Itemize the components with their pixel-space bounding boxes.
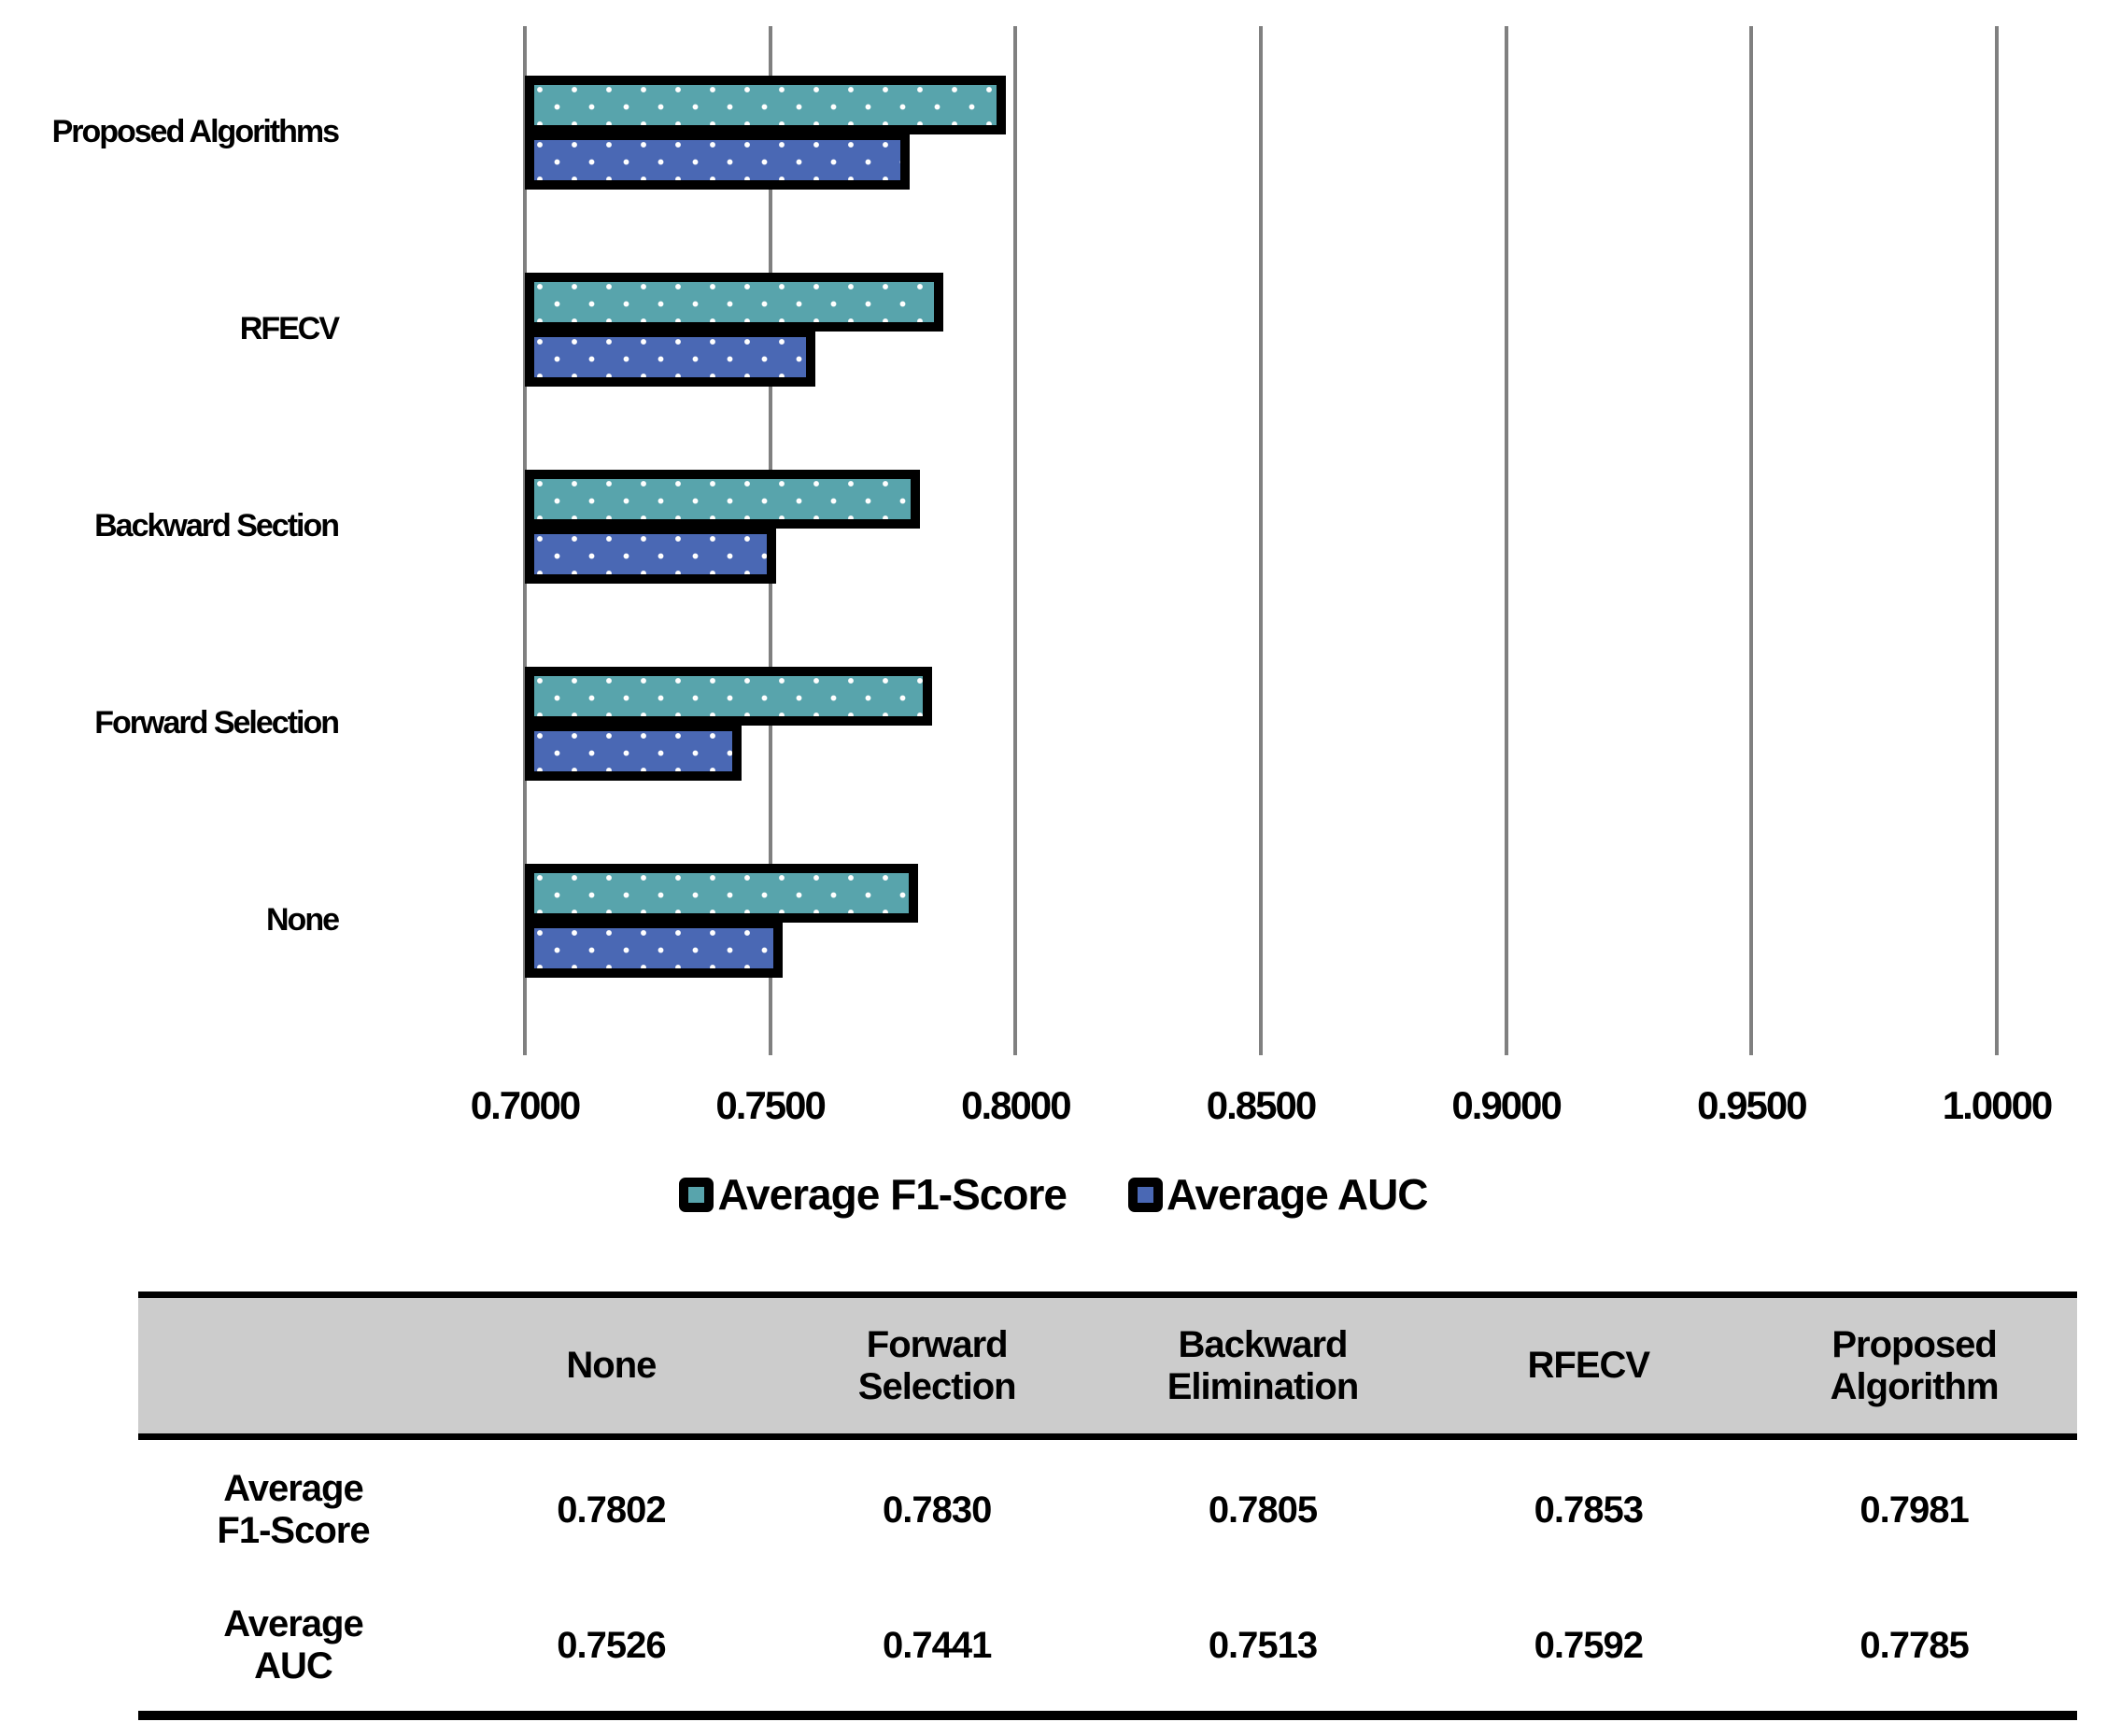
bar-f1 <box>525 666 933 726</box>
bar-group-3 <box>525 428 1997 625</box>
category-label: Backward Section <box>94 508 340 543</box>
bar-auc <box>525 327 815 387</box>
bar-rows <box>525 26 1997 1019</box>
bar-auc <box>525 918 784 978</box>
legend-label-auc: Average AUC <box>1166 1170 1429 1219</box>
row-label: Average AUC <box>223 1603 363 1687</box>
gridline <box>1504 26 1508 1055</box>
bar-auc <box>525 130 911 190</box>
bar-chart: Proposed Algorithms RFECV Backward Section… <box>0 26 2107 1223</box>
value-axis: 0.7000 0.7500 0.8000 0.8500 0.9000 0.9500 1.00… <box>471 1083 2053 1132</box>
legend: Average F1-Score Average AUC <box>0 1165 2107 1223</box>
bar-auc <box>525 721 742 781</box>
table-cell: 0.7526 <box>557 1624 666 1666</box>
table-header-cell: Proposed Algorithm <box>1830 1323 2000 1407</box>
x-tick-label: 0.8500 <box>1206 1083 1317 1127</box>
row-label: Average F1-Score <box>217 1468 370 1551</box>
category-label: RFECV <box>239 311 340 346</box>
plot-area <box>523 26 1999 1055</box>
legend-label-f1: Average F1-Score <box>717 1170 1067 1219</box>
table-cell: 0.7441 <box>883 1624 992 1666</box>
category-label: Proposed Algorithms <box>51 114 340 149</box>
gridline <box>1749 26 1754 1055</box>
table-body: Average F1-Score 0.7802 0.7830 0.7805 0.7853… <box>138 1440 2077 1711</box>
table-header-cell: None <box>566 1345 657 1387</box>
bar-auc <box>525 524 777 584</box>
table-row: Average F1-Score 0.7802 0.7830 0.7805 0.7853… <box>138 1440 2077 1580</box>
table-cell: 0.7830 <box>883 1489 992 1531</box>
bar-f1 <box>525 469 920 529</box>
x-tick-label: 0.9500 <box>1697 1083 1807 1127</box>
table-cell: 0.7853 <box>1534 1489 1644 1531</box>
x-tick-label: 0.8000 <box>961 1083 1071 1127</box>
table-cell: 0.7513 <box>1208 1624 1318 1666</box>
bar-group-1 <box>525 34 1997 231</box>
x-tick-label: 0.9000 <box>1451 1083 1562 1127</box>
gridline <box>1995 26 1999 1055</box>
category-label: None <box>266 902 340 938</box>
table-cell: 0.7981 <box>1860 1489 1969 1531</box>
table-cell: 0.7802 <box>557 1489 666 1531</box>
bar-group-4 <box>525 625 1997 822</box>
legend-swatch-f1 <box>679 1177 714 1212</box>
table-header-cell: RFECV <box>1527 1345 1651 1387</box>
category-axis: Proposed Algorithms RFECV Backward Section… <box>0 34 525 1019</box>
legend-item-auc: Average AUC <box>1127 1169 1429 1220</box>
table-header-row: None Forward Selection Backward Eliminatio… <box>138 1298 2077 1440</box>
table-row: Average AUC 0.7526 0.7441 0.7513 0.7592 0.778… <box>138 1580 2077 1711</box>
category-label: Forward Selection <box>94 705 340 741</box>
bar-f1 <box>525 272 944 332</box>
legend-item-f1: Average F1-Score <box>679 1169 1068 1220</box>
gridline <box>1013 26 1018 1055</box>
bar-f1 <box>525 75 1007 134</box>
bar-f1 <box>525 863 919 923</box>
x-tick-label: 0.7500 <box>715 1083 826 1127</box>
legend-swatch-auc <box>1127 1177 1163 1212</box>
table-cell: 0.7592 <box>1534 1624 1644 1666</box>
table-cell: 0.7785 <box>1860 1624 1969 1666</box>
gridline <box>1259 26 1263 1055</box>
bar-group-5 <box>525 822 1997 1019</box>
x-tick-label: 1.0000 <box>1942 1083 2053 1127</box>
table-header-cell: Forward Selection <box>857 1323 1017 1407</box>
table-cell: 0.7805 <box>1208 1489 1318 1531</box>
results-table: None Forward Selection Backward Eliminatio… <box>138 1291 2077 1720</box>
bar-group-2 <box>525 231 1997 428</box>
x-tick-label: 0.7000 <box>470 1083 581 1127</box>
table-header-cell: Backward Elimination <box>1167 1323 1360 1407</box>
